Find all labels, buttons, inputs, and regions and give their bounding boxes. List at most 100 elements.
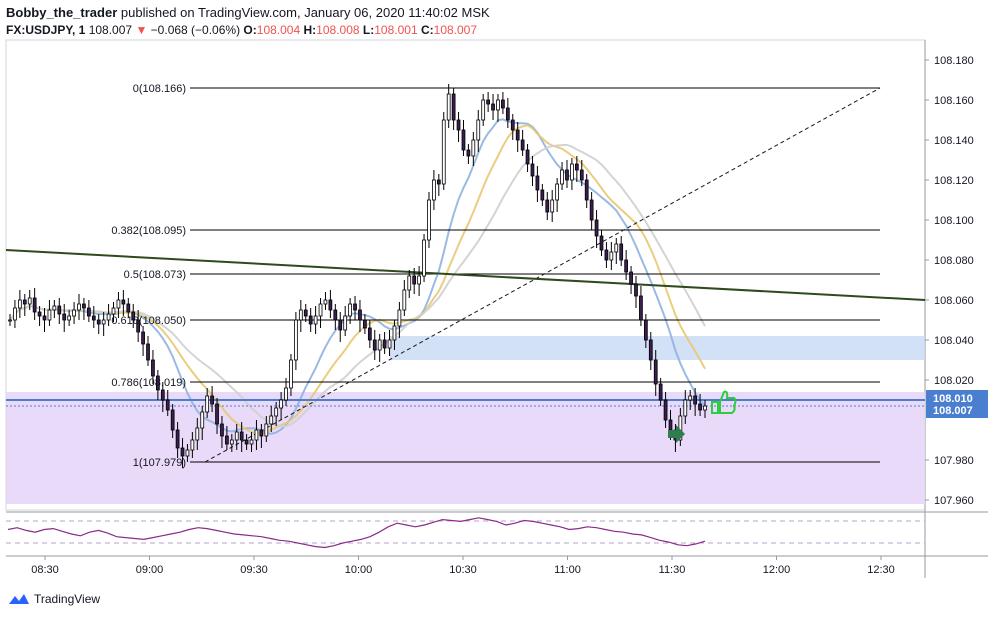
candle-body [27, 297, 32, 305]
fib-level-label: 0.5(108.073) [124, 269, 186, 281]
fib-level-label: 0.786(108.019) [111, 377, 186, 389]
tradingview-logo-icon [9, 594, 29, 604]
candle-body [501, 99, 505, 109]
candle-body [146, 343, 150, 361]
candle-body [382, 339, 387, 349]
candle-body [609, 251, 614, 261]
candle-body [367, 327, 372, 341]
candle-body [185, 449, 190, 457]
demand-zone-purple [6, 392, 925, 504]
candle-body [402, 289, 407, 311]
ma-mid-line [9, 124, 706, 435]
y-tick-label: 108.040 [934, 335, 974, 347]
candle-body [436, 179, 441, 185]
candle-body [318, 303, 323, 317]
candle-body [481, 99, 486, 121]
candle-body [653, 359, 658, 385]
candle-body [328, 299, 333, 311]
candle-body [131, 311, 136, 321]
candle-body [525, 149, 530, 165]
y-tick-label: 107.960 [934, 495, 974, 507]
candle-body [249, 439, 254, 445]
candle-body [392, 325, 397, 341]
candle-body [77, 303, 81, 311]
publish-header: Bobby_the_trader published on TradingVie… [6, 5, 490, 20]
candle-body [141, 331, 145, 345]
candle-body [91, 315, 96, 321]
candle-body [663, 399, 668, 421]
candle-body [456, 119, 461, 131]
candle-body [170, 409, 175, 431]
candle-body [624, 259, 629, 273]
y-tick-label: 108.080 [934, 255, 974, 267]
support-zone-blue [390, 336, 925, 360]
candle-body [32, 297, 37, 313]
candle-body [639, 295, 643, 321]
candle-body [175, 429, 180, 449]
candle-body [427, 199, 431, 241]
candle-body [215, 403, 219, 425]
candle-body [225, 435, 229, 445]
candle-body [289, 359, 293, 389]
x-tick-label: 10:30 [449, 564, 477, 576]
author-name[interactable]: Bobby_the_trader [6, 5, 118, 20]
candle-body [658, 383, 663, 401]
candle-body [72, 309, 76, 317]
tradingview-brand[interactable]: TradingView [8, 592, 100, 606]
candle-body [412, 275, 417, 285]
symbol-label[interactable]: FX:USDJPY, 1 [6, 23, 86, 37]
candle-body [535, 175, 540, 191]
candle-body [8, 319, 12, 322]
candle-body [244, 439, 249, 445]
candle-body [377, 339, 382, 351]
x-tick-label: 09:30 [240, 564, 268, 576]
candle-body [205, 395, 210, 413]
candle-body [220, 423, 224, 437]
last-price: 108.007 [88, 23, 133, 37]
candle-body [284, 387, 288, 401]
symbol-header: FX:USDJPY, 1 108.007 ▼ −0.068 (−0.06%) O… [6, 23, 477, 37]
candle-body [698, 403, 702, 411]
open-label: O: [243, 23, 257, 37]
candle-body [195, 427, 200, 441]
candle-body [604, 249, 609, 261]
candle-body [313, 315, 318, 325]
y-tick-label: 108.180 [934, 55, 974, 67]
price-change: −0.068 (−0.06%) [150, 23, 241, 37]
candle-body [274, 407, 279, 417]
candle-body [210, 395, 214, 405]
candle-body [555, 183, 559, 201]
candle-body [101, 319, 106, 325]
fib-level-label: 0(108.166) [133, 83, 186, 95]
x-tick-label: 12:00 [763, 564, 791, 576]
candle-body [200, 411, 205, 429]
candle-body [510, 119, 515, 131]
close-label: C: [420, 23, 434, 37]
candle-body [668, 419, 673, 431]
close-value: 108.007 [433, 23, 478, 37]
candle-body [505, 107, 510, 121]
candle-body [116, 299, 121, 309]
candle-body [432, 179, 436, 201]
candle-body [683, 399, 688, 417]
candle-body [13, 307, 17, 321]
candle-body [407, 275, 412, 291]
high-value: 108.008 [316, 23, 360, 37]
candle-body [466, 149, 471, 157]
candle-body [363, 319, 367, 329]
y-tick-label: 108.060 [934, 295, 974, 307]
candle-body [279, 399, 283, 409]
candle-body [269, 415, 274, 425]
candle-body [294, 319, 298, 361]
candle-body [422, 239, 426, 277]
candle-body [614, 243, 619, 253]
price-badge-label: 108.007 [933, 405, 973, 417]
candle-body [156, 375, 160, 391]
y-tick-label: 108.160 [934, 95, 974, 107]
candle-body [52, 305, 57, 311]
candle-body [446, 93, 451, 121]
candle-body [441, 119, 446, 185]
candle-body [486, 99, 490, 105]
open-value: 108.004 [256, 23, 301, 37]
